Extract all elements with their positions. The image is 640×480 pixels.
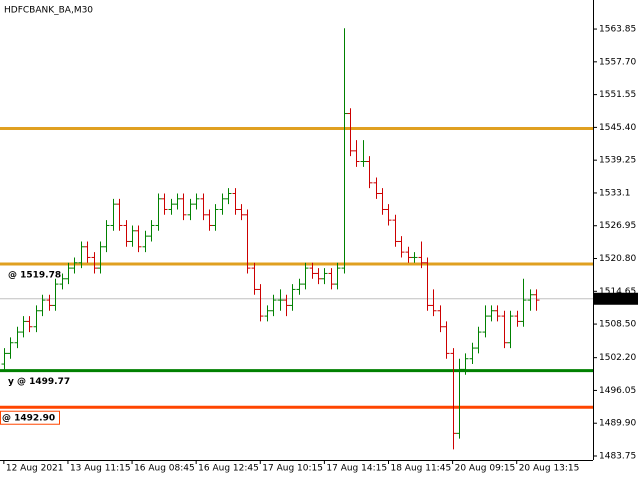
y-tick-label: 1545.40 <box>599 123 636 133</box>
y-tick-label: 1496.05 <box>599 386 636 396</box>
y-tick-label: 1563.85 <box>599 25 636 35</box>
y-tick-label: 1551.55 <box>599 90 636 100</box>
level-label: y @ 1499.77 <box>8 377 70 387</box>
y-tick-label: 1557.70 <box>599 57 636 67</box>
y-tick-label: 1533.1 <box>599 188 631 198</box>
x-tick-label: 16 Aug 12:45 <box>198 464 259 474</box>
y-tick-label: 1520.80 <box>599 254 636 264</box>
x-tick-label: 20 Aug 13:15 <box>519 464 580 474</box>
level-label: @ 1492.90 <box>2 414 55 424</box>
y-tick-label: 1508.50 <box>599 320 636 330</box>
current-price-box <box>594 292 638 305</box>
current-price-label: 1513.25 <box>597 294 634 304</box>
x-tick-label: 17 Aug 10:15 <box>262 464 323 474</box>
y-tick-label: 1514.65 <box>599 287 636 297</box>
x-tick-label: 16 Aug 08:45 <box>134 464 195 474</box>
y-tick-label: 1539.25 <box>599 156 636 166</box>
level-label-box <box>0 410 60 425</box>
level-label: @ 1519.78 <box>8 270 61 280</box>
y-tick-label: 1483.75 <box>599 452 636 462</box>
y-tick-label: 1489.90 <box>599 419 636 429</box>
chart-title: HDFCBANK_BA,M30 <box>4 6 93 16</box>
y-tick-label: 1502.20 <box>599 353 636 363</box>
x-tick-label: 13 Aug 11:15 <box>70 464 131 474</box>
x-tick-label: 12 Aug 2021 <box>6 464 64 474</box>
x-tick-label: 20 Aug 09:15 <box>455 464 516 474</box>
y-tick-label: 1526.95 <box>599 221 636 231</box>
x-tick-label: 17 Aug 14:15 <box>326 464 387 474</box>
x-tick-label: 18 Aug 11:45 <box>390 464 451 474</box>
